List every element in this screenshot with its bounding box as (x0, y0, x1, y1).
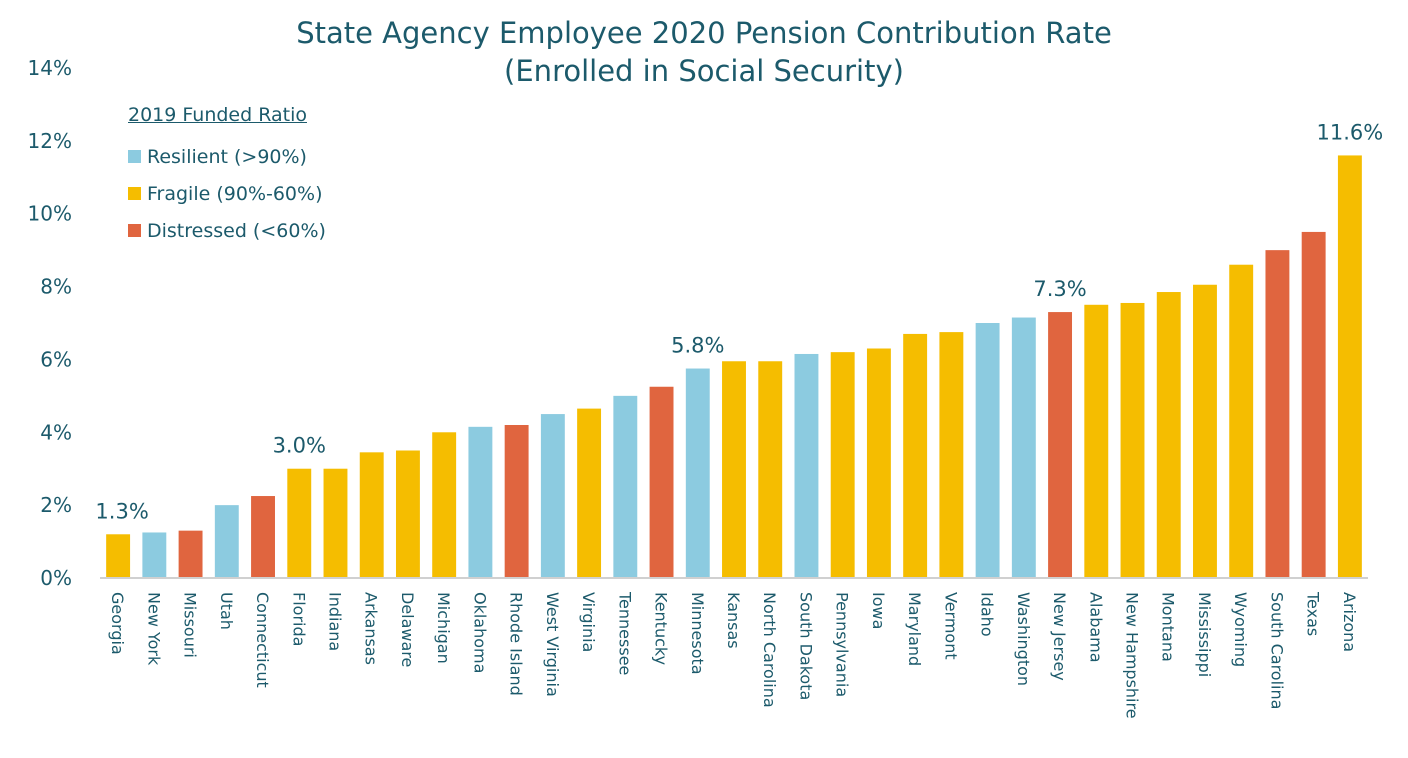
x-tick-label: Wyoming (1231, 592, 1250, 667)
x-tick-label: Minnesota (688, 592, 707, 675)
bar (1048, 312, 1073, 578)
x-tick-label: Michigan (434, 592, 453, 664)
chart-title-line-1: State Agency Employee 2020 Pension Contr… (296, 16, 1112, 50)
bar (504, 425, 529, 578)
x-tick-label: Tennessee (615, 591, 634, 675)
bar (1011, 317, 1036, 578)
y-tick-label: 2% (40, 493, 72, 517)
bar (106, 534, 131, 578)
bar (1193, 284, 1217, 578)
legend-label-fragile: Fragile (90%-60%) (147, 182, 323, 205)
legend-item-fragile: Fragile (90%-60%) (128, 175, 326, 212)
data-label: 1.3% (95, 499, 148, 523)
legend-item-distressed: Distressed (<60%) (128, 212, 326, 249)
chart-title: State Agency Employee 2020 Pension Contr… (0, 14, 1408, 90)
legend-item-resilient: Resilient (>90%) (128, 138, 326, 175)
x-tick-label: Delaware (398, 592, 417, 667)
bar (323, 468, 348, 578)
bar (540, 414, 565, 578)
x-tick-label: Arizona (1340, 592, 1359, 652)
y-tick-label: 4% (40, 420, 72, 444)
bar (1337, 155, 1362, 578)
x-tick-label: Kansas (724, 592, 743, 649)
legend: 2019 Funded Ratio Resilient (>90%) Fragi… (128, 104, 326, 249)
data-label: 3.0% (273, 434, 326, 458)
x-tick-label: Indiana (325, 592, 344, 651)
x-tick-label: Iowa (869, 592, 888, 629)
y-tick-label: 8% (40, 275, 72, 299)
x-tick-label: Oklahoma (470, 592, 489, 673)
x-tick-label: Utah (217, 592, 236, 630)
x-tick-label: Idaho (978, 592, 997, 637)
bar (395, 450, 420, 578)
x-tick-label: Maryland (905, 592, 924, 666)
chart-title-line-2: (Enrolled in Social Security) (504, 54, 904, 88)
bar (214, 505, 239, 578)
x-tick-label: Kentucky (652, 592, 671, 665)
x-tick-label: New York (144, 592, 163, 666)
bar (649, 386, 674, 578)
x-tick-label: Georgia (108, 592, 127, 655)
data-label: 11.6% (1317, 120, 1384, 144)
bar (975, 323, 1000, 578)
legend-swatch-distressed (128, 224, 141, 237)
bar (1301, 231, 1326, 578)
y-tick-label: 6% (40, 347, 72, 371)
legend-label-resilient: Resilient (>90%) (147, 145, 307, 168)
x-tick-label: Connecticut (253, 592, 272, 688)
y-tick-label: 10% (28, 202, 72, 226)
x-tick-label: Mississippi (1195, 592, 1214, 677)
data-label: 7.3% (1033, 277, 1086, 301)
x-tick-label: Montana (1159, 592, 1178, 662)
y-tick-label: 12% (28, 129, 72, 153)
x-tick-label: South Carolina (1267, 592, 1286, 709)
bar (685, 368, 710, 578)
bar (287, 468, 312, 578)
x-tick-label: Arkansas (362, 592, 381, 665)
x-tick-label: Texas (1304, 591, 1323, 636)
bar (830, 352, 855, 578)
x-tick-label: New Hampshire (1123, 592, 1142, 719)
x-tick-label: West Virginia (543, 592, 562, 697)
bar (1084, 304, 1109, 578)
x-tick-label: Pennsylvania (833, 592, 852, 697)
x-tick-label: Missouri (181, 592, 200, 658)
legend-swatch-resilient (128, 150, 141, 163)
bar (794, 353, 819, 578)
bar (866, 348, 891, 578)
legend-title: 2019 Funded Ratio (128, 104, 307, 126)
bar (577, 408, 602, 578)
x-tick-label: Virginia (579, 592, 598, 652)
bar (1229, 264, 1254, 578)
x-tick-label: Alabama (1086, 592, 1105, 663)
x-tick-label: Florida (289, 592, 308, 646)
bar (722, 361, 746, 578)
y-tick-label: 14% (28, 56, 72, 80)
bar (939, 332, 964, 578)
x-tick-label: Vermont (941, 592, 960, 660)
x-tick-label: New Jersey (1050, 592, 1069, 681)
bar (1265, 250, 1290, 578)
data-label: 5.8% (671, 334, 724, 358)
x-tick-label: Rhode Island (507, 592, 526, 696)
bar (613, 395, 638, 578)
x-tick-label: Washington (1014, 592, 1033, 686)
x-tick-label: South Dakota (796, 592, 815, 700)
bar (432, 432, 457, 578)
bar (1156, 292, 1181, 578)
bar (142, 532, 167, 578)
bar (359, 452, 384, 578)
bar (251, 496, 275, 578)
bar (903, 333, 928, 578)
bar (1120, 302, 1145, 578)
legend-swatch-fragile (128, 187, 141, 200)
legend-label-distressed: Distressed (<60%) (147, 219, 326, 242)
bar (468, 426, 493, 578)
bar (178, 530, 203, 578)
x-tick-label: North Carolina (760, 592, 779, 708)
bar (758, 361, 783, 578)
y-tick-label: 0% (40, 566, 72, 590)
